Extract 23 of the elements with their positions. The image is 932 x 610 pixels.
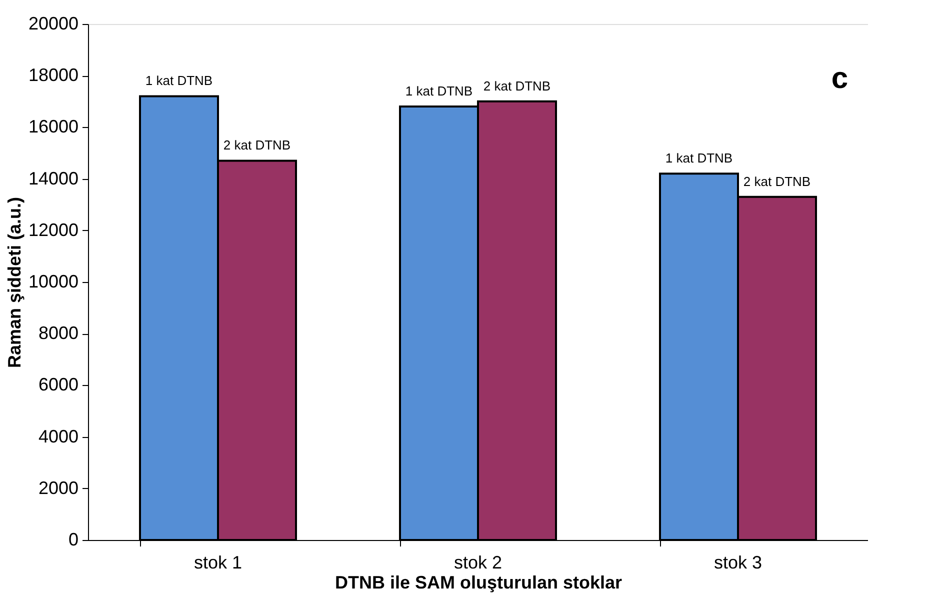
- text: 1 kat DTNB: [665, 150, 733, 166]
- x-tick-label: stok 1: [194, 552, 242, 572]
- x-tick-label: stok 3: [714, 552, 762, 572]
- y-tick-label: 6000: [38, 374, 78, 395]
- y-tick-label: 0: [68, 530, 78, 550]
- x-tick-label: stok 2: [454, 552, 502, 572]
- y-tick-label: 20000: [28, 14, 78, 34]
- series-label: 2 kat DTNB: [223, 138, 291, 153]
- y-axis-title: Raman şiddeti (a.u.): [4, 196, 24, 368]
- annotation: c: [831, 62, 848, 95]
- y-tick-label: 12000: [28, 220, 78, 240]
- y-tick-label: 14000: [28, 168, 78, 188]
- y-tick-label: 4000: [38, 426, 78, 446]
- x-axis-title: DTNB ile SAM oluşturulan stoklar: [334, 572, 622, 592]
- y-tick-label: 2000: [38, 478, 78, 498]
- y-tick-label: 8000: [38, 323, 78, 344]
- series-label: 1 kat DTNB: [145, 73, 213, 88]
- y-tick-label: 10000: [28, 272, 78, 292]
- y-tick-label: 16000: [28, 116, 78, 137]
- text: 2 kat DTNB: [483, 78, 551, 94]
- text: 1 kat DTNB: [405, 84, 473, 99]
- y-tick-label: 18000: [28, 65, 78, 86]
- text: 2 kat DTNB: [743, 174, 811, 189]
